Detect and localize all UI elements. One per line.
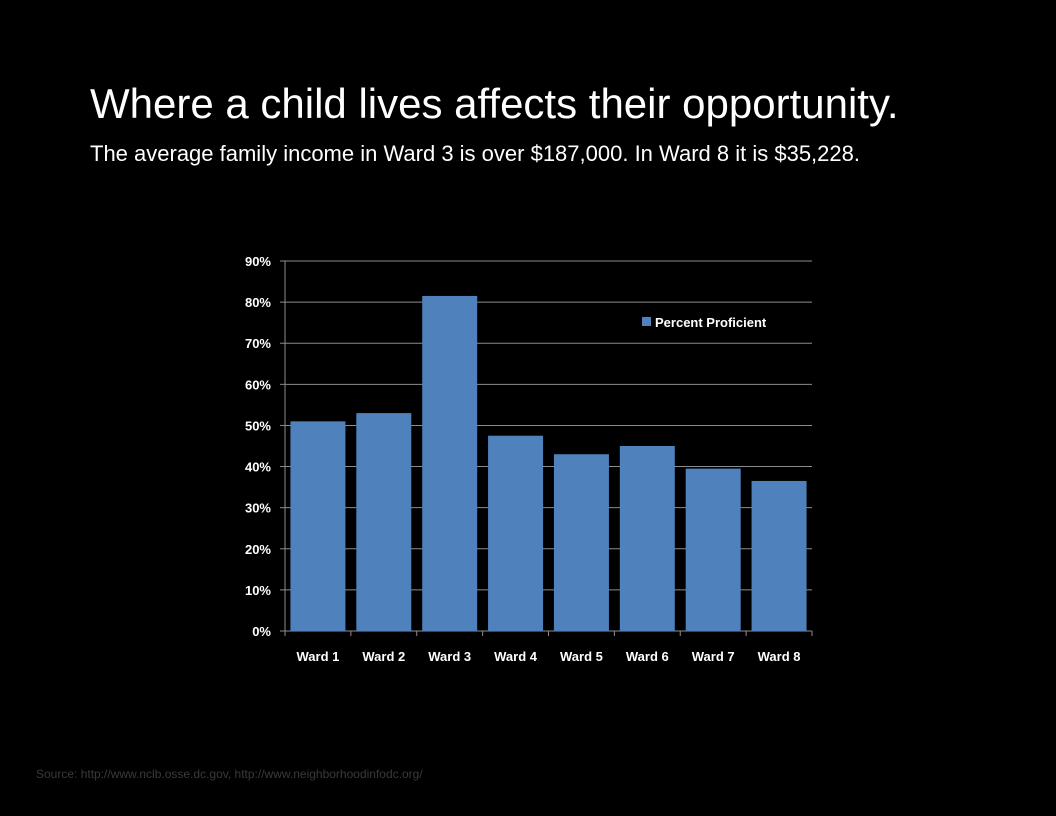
x-tick-label: Ward 3 [428, 649, 471, 664]
y-tick-label: 80% [245, 295, 271, 310]
legend-label: Percent Proficient [655, 315, 767, 330]
y-tick-label: 50% [245, 418, 271, 433]
slide-title: Where a child lives affects their opport… [90, 80, 899, 127]
y-tick-label: 20% [245, 542, 271, 557]
source-note: Source: http://www.nclb.osse.dc.gov, htt… [36, 767, 423, 781]
y-tick-label: 60% [245, 377, 271, 392]
x-tick-label: Ward 7 [692, 649, 735, 664]
x-tick-label: Ward 2 [362, 649, 405, 664]
y-tick-label: 40% [245, 460, 271, 475]
bar [751, 480, 807, 631]
slide-subtitle: The average family income in Ward 3 is o… [90, 141, 860, 166]
x-tick-label: Ward 8 [758, 649, 801, 664]
x-tick-label: Ward 1 [297, 649, 340, 664]
bar [685, 468, 741, 631]
y-tick-label: 30% [245, 501, 271, 516]
bar [356, 413, 412, 631]
bar [488, 435, 544, 631]
bar [422, 295, 478, 631]
bar [553, 454, 609, 631]
y-tick-label: 10% [245, 583, 271, 598]
bar [290, 421, 346, 631]
bar [619, 446, 675, 631]
x-tick-label: Ward 6 [626, 649, 669, 664]
y-tick-label: 70% [245, 336, 271, 351]
x-tick-label: Ward 4 [494, 649, 538, 664]
y-tick-label: 0% [252, 624, 271, 639]
legend-swatch [642, 317, 651, 326]
y-tick-label: 90% [245, 254, 271, 269]
x-tick-label: Ward 5 [560, 649, 603, 664]
